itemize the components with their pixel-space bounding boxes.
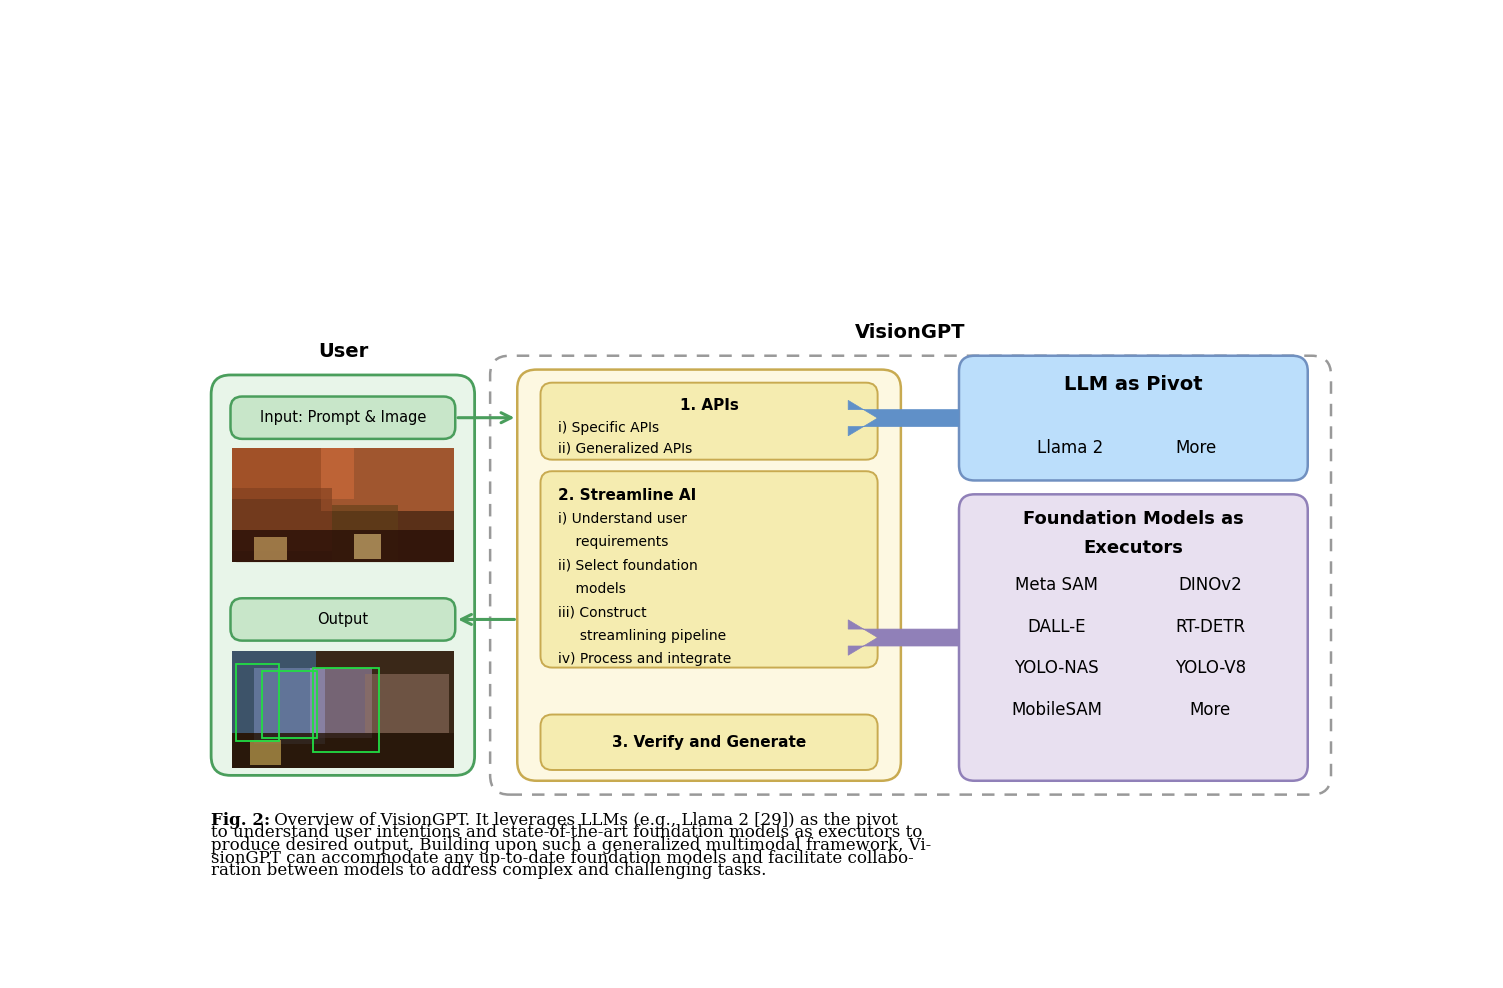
Text: Llama 2: Llama 2 [1037,439,1103,457]
Bar [236,664,278,741]
Text: Meta SAM: Meta SAM [1015,576,1099,594]
Text: ration between models to address complex and challenging tasks.: ration between models to address complex… [210,863,767,879]
Text: streamlining pipeline: streamlining pipeline [558,628,726,642]
Text: MobileSAM: MobileSAM [1012,700,1102,719]
FancyBboxPatch shape [959,494,1308,781]
Text: Overview of VisionGPT. It leverages LLMs (e.g., Llama 2 [29]) as the pivot: Overview of VisionGPT. It leverages LLMs… [269,811,899,829]
Text: More: More [1189,700,1231,719]
Text: models: models [558,582,625,596]
Bar [231,531,454,562]
Bar [231,449,454,562]
FancyBboxPatch shape [541,714,878,770]
Text: iii) Construct: iii) Construct [558,606,646,619]
Bar [249,740,281,766]
Text: 3. Verify and Generate: 3. Verify and Generate [612,735,806,750]
Text: to understand user intentions and state-of-the-art foundation models as executor: to understand user intentions and state-… [210,824,923,841]
Text: i) Specific APIs: i) Specific APIs [558,421,658,435]
Text: sionGPT can accommodate any up-to-date foundation models and facilitate collabo-: sionGPT can accommodate any up-to-date f… [210,850,914,866]
Text: DALL-E: DALL-E [1028,618,1085,635]
Text: requirements: requirements [558,535,667,548]
Text: ii) Select foundation: ii) Select foundation [558,558,697,572]
Text: produce desired output. Building upon such a generalized multimodal framework, V: produce desired output. Building upon su… [210,837,932,854]
Bar [231,488,332,550]
Bar [332,505,398,562]
Text: i) Understand user: i) Understand user [558,511,687,526]
Bar [320,449,454,511]
Text: 2. Streamline AI: 2. Streamline AI [558,488,696,503]
Text: More: More [1175,439,1217,457]
Text: YOLO-NAS: YOLO-NAS [1015,659,1099,678]
Text: YOLO-V8: YOLO-V8 [1174,659,1246,678]
Text: Input: Prompt & Image: Input: Prompt & Image [260,410,425,425]
Bar [365,674,449,732]
Bar [254,668,325,744]
Bar [231,651,454,768]
Bar [231,651,316,732]
Text: Output: Output [317,612,368,627]
Text: Executors: Executors [1084,539,1183,557]
Text: 1. APIs: 1. APIs [679,398,738,413]
Bar [231,449,355,499]
Text: VisionGPT: VisionGPT [855,323,966,342]
Text: iv) Process and integrate: iv) Process and integrate [558,652,730,666]
Bar [262,671,317,738]
Bar [314,668,379,752]
Bar [310,668,371,738]
Bar [355,534,380,558]
Polygon shape [848,400,959,436]
Text: DINOv2: DINOv2 [1178,576,1241,594]
Text: User: User [317,342,368,361]
FancyBboxPatch shape [541,471,878,668]
FancyBboxPatch shape [541,382,878,459]
Text: RT-DETR: RT-DETR [1175,618,1244,635]
FancyBboxPatch shape [959,356,1308,480]
FancyBboxPatch shape [210,375,475,776]
Text: Foundation Models as: Foundation Models as [1024,510,1244,528]
Bar [231,732,454,768]
FancyBboxPatch shape [230,599,455,640]
Text: Fig. 2:: Fig. 2: [210,811,271,829]
FancyBboxPatch shape [231,449,454,562]
Bar [254,537,287,560]
FancyBboxPatch shape [517,370,900,781]
FancyBboxPatch shape [230,396,455,439]
Text: LLM as Pivot: LLM as Pivot [1064,375,1202,394]
Text: ii) Generalized APIs: ii) Generalized APIs [558,442,691,455]
Polygon shape [848,619,959,655]
